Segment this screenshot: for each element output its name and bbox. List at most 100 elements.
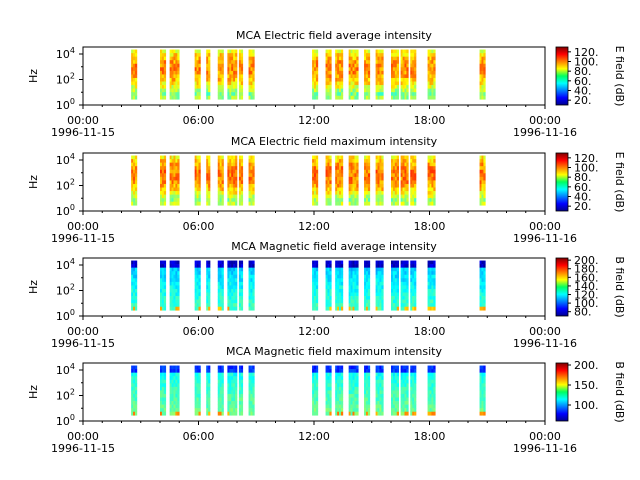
- cell: [335, 60, 338, 65]
- cell: [400, 88, 403, 93]
- cell: [238, 260, 242, 265]
- cell: [410, 264, 413, 268]
- cell: [392, 67, 396, 72]
- cell: [404, 88, 407, 93]
- cell: [134, 92, 138, 97]
- cell: [406, 278, 409, 283]
- cell: [352, 379, 355, 384]
- cell: [339, 386, 342, 391]
- cell: [206, 306, 209, 311]
- cell: [314, 173, 317, 178]
- cell: [348, 169, 351, 174]
- cell: [392, 198, 396, 203]
- cell: [392, 274, 396, 279]
- cell: [364, 376, 367, 381]
- cell: [177, 176, 180, 181]
- cell: [431, 260, 434, 265]
- cell: [364, 77, 367, 82]
- cell: [350, 281, 353, 286]
- cell: [381, 267, 384, 272]
- cell: [312, 85, 315, 89]
- cell: [348, 49, 351, 54]
- cell: [171, 299, 174, 304]
- cell: [381, 271, 384, 276]
- cell: [131, 397, 134, 402]
- cell: [348, 299, 351, 304]
- cell: [340, 274, 344, 279]
- cell: [396, 155, 399, 160]
- cell: [229, 306, 232, 311]
- cell: [354, 397, 357, 402]
- cell: [314, 183, 317, 188]
- cell: [481, 383, 484, 388]
- cell: [429, 155, 432, 160]
- cell: [337, 306, 340, 311]
- cell: [169, 180, 172, 185]
- cell: [365, 369, 369, 373]
- cell: [173, 274, 176, 279]
- cell: [325, 187, 328, 192]
- cell: [391, 198, 394, 203]
- cell: [217, 60, 220, 65]
- cell: [340, 386, 344, 391]
- cell: [354, 267, 357, 272]
- cell: [483, 63, 486, 68]
- cell: [325, 49, 328, 54]
- cell: [367, 67, 371, 72]
- cell: [356, 56, 359, 61]
- cell: [404, 303, 407, 308]
- cell: [402, 383, 405, 388]
- cell: [177, 191, 180, 195]
- cell: [431, 390, 434, 395]
- cell: [206, 194, 209, 199]
- cell: [394, 408, 398, 413]
- x-tick-label: 06:00: [183, 430, 215, 443]
- cell: [410, 383, 413, 388]
- cell: [394, 299, 398, 304]
- cell: [406, 67, 409, 72]
- cell: [163, 63, 167, 68]
- cell: [348, 180, 351, 185]
- cell: [402, 92, 405, 97]
- cell: [196, 408, 199, 413]
- cell: [160, 278, 163, 283]
- cell: [235, 201, 238, 206]
- cell: [364, 60, 367, 65]
- cell: [227, 292, 230, 297]
- cell: [340, 383, 344, 388]
- cell: [171, 95, 174, 100]
- cell: [240, 285, 244, 290]
- cell: [315, 285, 319, 290]
- cell: [364, 288, 367, 293]
- cell: [315, 176, 319, 181]
- data-interval: [169, 155, 180, 206]
- cell: [250, 60, 253, 65]
- cell: [175, 411, 178, 416]
- cell: [392, 169, 396, 174]
- cell: [479, 281, 482, 286]
- cell: [171, 390, 174, 395]
- cell: [396, 393, 399, 398]
- cell: [429, 365, 432, 370]
- cell: [392, 376, 396, 381]
- cell: [134, 408, 138, 413]
- cell: [194, 386, 197, 391]
- cell: [392, 194, 396, 199]
- cell: [335, 376, 338, 381]
- cell: [194, 85, 197, 89]
- cell: [429, 411, 432, 416]
- cell: [356, 285, 359, 290]
- cell: [431, 77, 434, 82]
- cell: [406, 176, 409, 181]
- colorbar-tick-label: 120.: [574, 46, 599, 59]
- cell: [340, 92, 344, 97]
- cell: [335, 191, 338, 195]
- cell: [394, 411, 398, 416]
- cell: [356, 194, 359, 199]
- cell: [235, 271, 238, 276]
- cell: [252, 180, 255, 185]
- cell: [134, 379, 138, 384]
- cell: [315, 264, 319, 268]
- cell: [335, 306, 338, 311]
- cell: [173, 166, 176, 171]
